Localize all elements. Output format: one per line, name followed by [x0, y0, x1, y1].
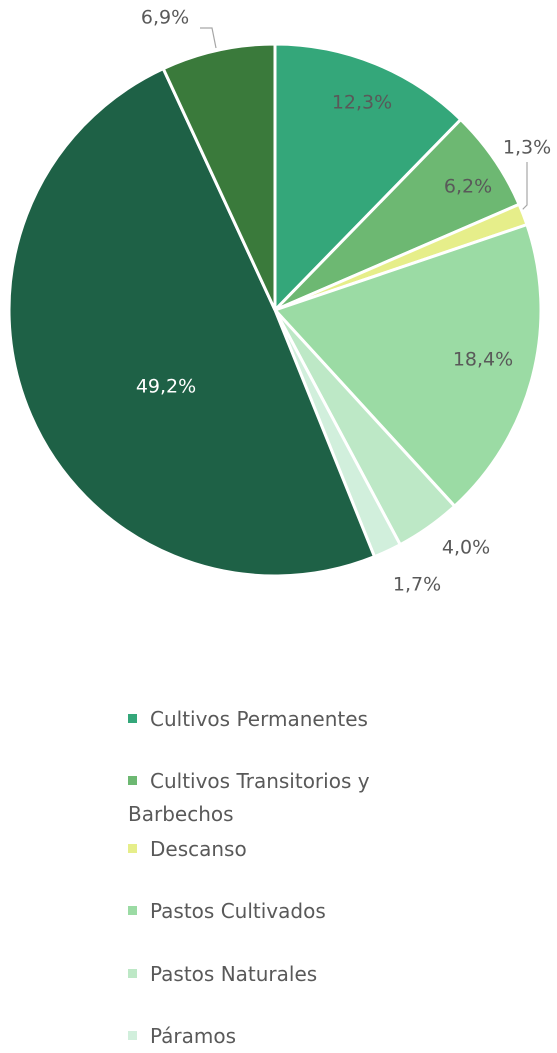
legend-item: Descanso — [128, 833, 418, 866]
legend-swatch — [128, 844, 137, 853]
legend-swatch — [128, 714, 137, 723]
pie-slice — [7, 66, 377, 578]
pie-slice — [272, 222, 543, 509]
leader-line — [519, 162, 528, 213]
data-label: 4,0% — [442, 537, 490, 559]
legend-item: Cultivos Transitorios y Barbechos — [128, 765, 418, 831]
data-label: 1,7% — [393, 574, 441, 596]
pie-slice — [161, 42, 277, 311]
legend-item: Pastos Naturales — [128, 958, 418, 991]
pie-slice — [273, 42, 463, 314]
legend-swatch — [128, 776, 137, 785]
leader-line — [200, 27, 217, 49]
legend-label: Pastos Cultivados — [150, 899, 326, 923]
legend-label: Cultivos Permanentes — [150, 707, 368, 731]
data-label: 1,3% — [503, 137, 551, 159]
legend-label: Descanso — [150, 837, 247, 861]
legend-swatch — [128, 1031, 137, 1040]
legend-swatch — [128, 906, 137, 915]
legend-item: Pastos Cultivados — [128, 895, 418, 928]
legend-item: Páramos — [128, 1020, 418, 1053]
legend-swatch — [128, 969, 137, 978]
legend-label: Cultivos Transitorios y Barbechos — [128, 769, 370, 826]
legend-label: Pastos Naturales — [150, 962, 318, 986]
data-label: 12,3% — [332, 92, 392, 114]
data-label: 6,2% — [444, 176, 492, 198]
legend-label: Páramos — [150, 1024, 237, 1048]
data-label: 18,4% — [453, 349, 513, 371]
data-label: 49,2% — [136, 376, 196, 398]
pie-chart: 12,3% 6,2% 1,3% 18,4% 4,0%1,7% 49,2% 6,9% — [7, 7, 551, 596]
legend-item: Cultivos Permanentes — [128, 703, 418, 736]
data-label: 6,9% — [141, 7, 189, 29]
